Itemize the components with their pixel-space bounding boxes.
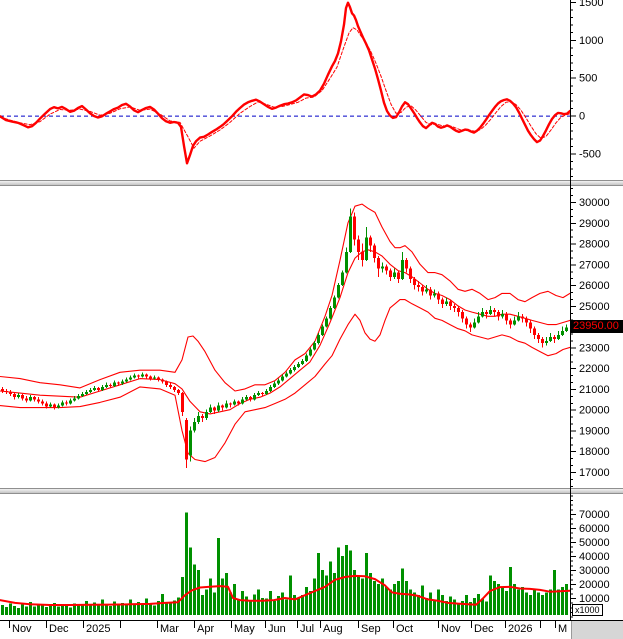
y-axis-label: 0 bbox=[579, 111, 585, 123]
price-panel[interactable] bbox=[0, 185, 570, 488]
panel-splitter-2[interactable] bbox=[0, 488, 623, 494]
month-tick bbox=[46, 621, 47, 628]
volume-bars bbox=[1, 512, 568, 615]
panel-splitter-1[interactable] bbox=[0, 180, 623, 186]
month-label: Dec bbox=[474, 623, 494, 635]
y-axis-label: 30000 bbox=[579, 197, 610, 209]
month-tick bbox=[231, 621, 232, 628]
month-label: Sep bbox=[361, 623, 381, 635]
y-axis-label: 70000 bbox=[579, 509, 610, 521]
month-tick bbox=[157, 621, 158, 628]
y-axis-label: 28000 bbox=[579, 239, 610, 251]
y-axis-label: 18000 bbox=[579, 446, 610, 458]
signal-line bbox=[0, 27, 570, 149]
y-axis-label: -500 bbox=[579, 148, 601, 160]
y-axis-label: 22000 bbox=[579, 363, 610, 375]
x-axis: Nov Dec 2025 Mar Apr May Jun Jul Aug Sep Oct Nov Dec… bbox=[0, 620, 623, 639]
y-axis-label: 500 bbox=[579, 73, 597, 85]
month-label: Nov bbox=[441, 623, 461, 635]
y-axis-label: 20000 bbox=[579, 579, 610, 591]
candles bbox=[1, 208, 568, 468]
month-tick bbox=[471, 621, 472, 628]
month-label: Oct bbox=[396, 623, 414, 635]
month-tick bbox=[9, 621, 10, 628]
month-label: Apr bbox=[197, 623, 215, 635]
volume-ma-line bbox=[0, 574, 570, 606]
bollinger-lower-band bbox=[0, 299, 570, 463]
y-axis-label: 30000 bbox=[579, 565, 610, 577]
month-label: Dec bbox=[49, 623, 69, 635]
month-tick bbox=[297, 621, 298, 628]
volume-scale-label: x1000 bbox=[572, 604, 603, 616]
y-axis-label: 29000 bbox=[579, 218, 610, 230]
month-tick bbox=[120, 621, 121, 628]
y-axis-label: 26000 bbox=[579, 280, 610, 292]
y-axis-label: 1000 bbox=[579, 35, 603, 47]
bottom-right-corner bbox=[571, 621, 623, 639]
month-label: Jun bbox=[268, 623, 286, 635]
y-axis-label: 17000 bbox=[579, 467, 610, 479]
month-tick bbox=[83, 621, 84, 628]
month-tick bbox=[194, 621, 195, 628]
month-label: May bbox=[234, 623, 255, 635]
month-tick bbox=[320, 621, 321, 628]
y-axis-label: 21000 bbox=[579, 384, 610, 396]
bollinger-upper-band bbox=[0, 203, 570, 392]
y-axis-label: 23000 bbox=[579, 342, 610, 354]
price-panel-canvas bbox=[0, 203, 570, 468]
month-tick bbox=[265, 621, 266, 628]
y-axis-label: 19000 bbox=[579, 425, 610, 437]
month-label: 2026 bbox=[508, 623, 533, 635]
oscillator-panel[interactable] bbox=[0, 0, 570, 180]
oscillator-line bbox=[0, 1, 570, 165]
oscillator-panel-canvas bbox=[0, 1, 570, 165]
month-label: Jul bbox=[300, 623, 315, 635]
y-axis-label: 50000 bbox=[579, 537, 610, 549]
y-axis-label: 25000 bbox=[579, 301, 610, 313]
month-label: Mar bbox=[160, 623, 179, 635]
month-label: M bbox=[558, 623, 568, 635]
last-price-tag: 23950.00 bbox=[571, 320, 623, 333]
y-axis-label: 1500 bbox=[579, 0, 603, 9]
y-axis-label: 40000 bbox=[579, 551, 610, 563]
month-tick bbox=[505, 621, 506, 628]
month-tick bbox=[393, 621, 394, 628]
month-label: Aug bbox=[323, 623, 343, 635]
month-label: Nov bbox=[12, 623, 32, 635]
y-axis-label: 20000 bbox=[579, 405, 610, 417]
volume-panel-canvas bbox=[0, 512, 570, 615]
month-tick bbox=[555, 621, 556, 628]
volume-panel[interactable] bbox=[0, 493, 570, 619]
month-tick bbox=[438, 621, 439, 628]
month-tick bbox=[358, 621, 359, 628]
month-tick bbox=[540, 621, 541, 628]
bollinger-middle-band bbox=[0, 249, 570, 415]
month-label: 2025 bbox=[86, 623, 111, 635]
y-axis-label: 27000 bbox=[579, 259, 610, 271]
y-axis-label: 60000 bbox=[579, 523, 610, 535]
